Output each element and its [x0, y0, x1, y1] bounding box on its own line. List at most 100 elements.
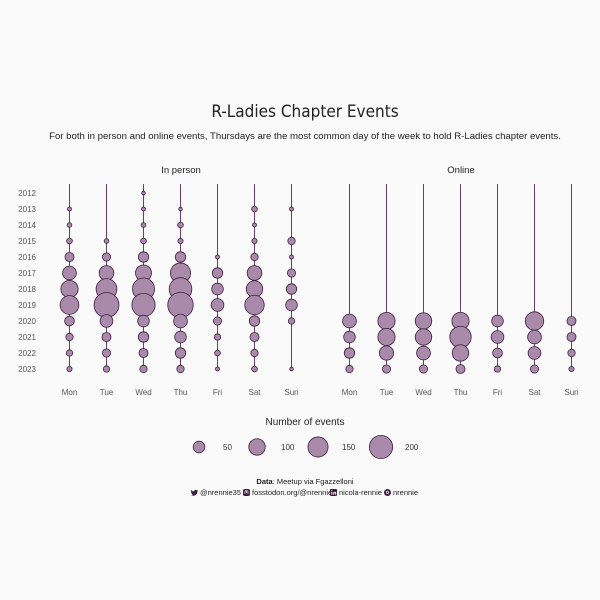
y-tick-label: 2017: [18, 269, 36, 278]
event-point: [214, 349, 221, 357]
caption-data-line: Data: Meetup via Fgazzelloni: [256, 477, 353, 486]
event-point: [102, 365, 111, 373]
event-point: [131, 292, 156, 318]
legend-label: 50: [223, 443, 232, 452]
event-point: [176, 364, 185, 374]
event-point: [251, 365, 258, 373]
github-icon: [384, 489, 391, 496]
event-point: [377, 327, 396, 347]
event-point: [524, 311, 545, 331]
event-point: [285, 298, 298, 312]
event-point: [59, 295, 80, 315]
event-point: [137, 331, 150, 343]
legend-key: [248, 438, 266, 456]
x-axis-labels: Mon Tue Wed Thu Fri Sat Sun Mon Tue Wed Thu Fri Sat S…: [62, 388, 579, 397]
event-point: [213, 333, 222, 341]
event-point: [137, 251, 150, 263]
event-point: [67, 206, 72, 212]
caption-social-line: @nrennie35 fosstodon.org/@nrennie nicola…: [190, 488, 418, 497]
event-point: [99, 314, 114, 328]
chart-title: R-Ladies Chapter Events: [211, 102, 398, 122]
event-point: [141, 190, 146, 196]
event-point: [250, 348, 259, 358]
event-point: [416, 345, 431, 361]
x-tick-label: Sun: [564, 388, 578, 397]
y-tick-label: 2023: [18, 365, 36, 374]
x-tick-label: Wed: [415, 388, 431, 397]
event-point: [287, 317, 296, 325]
event-point: [492, 347, 503, 359]
event-point: [246, 265, 263, 281]
event-point: [491, 314, 504, 328]
y-tick-label: 2019: [18, 301, 36, 310]
event-point: [567, 348, 576, 358]
x-tick-label: Mon: [342, 388, 358, 397]
event-point: [244, 294, 265, 316]
event-point: [285, 283, 298, 295]
event-point: [251, 205, 258, 213]
y-tick-label: 2020: [18, 317, 36, 326]
event-point: [93, 292, 120, 318]
event-point: [173, 313, 188, 329]
y-tick-label: 2014: [18, 221, 36, 230]
event-point: [289, 366, 294, 372]
linkedin-icon: [330, 489, 337, 496]
legend-label: 100: [281, 443, 295, 452]
event-point: [566, 316, 577, 326]
event-point: [343, 347, 356, 359]
event-point: [210, 298, 225, 312]
event-point: [64, 252, 75, 262]
caption-data-text: : Meetup via Fgazzelloni: [273, 477, 354, 486]
event-point: [174, 330, 187, 344]
event-point: [418, 364, 429, 374]
event-point: [289, 206, 294, 212]
facet-label-online: Online: [447, 165, 474, 176]
plot-area: [59, 184, 577, 374]
event-point: [252, 222, 257, 228]
y-tick-label: 2022: [18, 349, 36, 358]
event-point: [248, 315, 261, 327]
x-tick-label: Mon: [62, 388, 78, 397]
event-point: [250, 252, 259, 262]
x-tick-label: Sat: [528, 388, 541, 397]
y-tick-label: 2015: [18, 237, 36, 246]
size-legend-title: Number of events: [266, 417, 345, 428]
event-point: [177, 221, 184, 229]
event-point: [378, 345, 395, 361]
y-tick-label: 2018: [18, 285, 36, 294]
event-point: [249, 332, 260, 342]
event-point: [212, 316, 223, 326]
facet-label-in-person: In person: [161, 165, 201, 176]
event-point: [140, 222, 147, 228]
event-point: [527, 329, 542, 345]
x-tick-label: Tue: [380, 388, 394, 397]
legend-key: [307, 436, 329, 458]
event-point: [64, 315, 75, 327]
event-point: [381, 364, 392, 374]
event-point: [343, 330, 356, 344]
event-point: [377, 311, 396, 331]
y-tick-label: 2021: [18, 333, 36, 342]
event-point: [66, 222, 73, 228]
x-tick-label: Sat: [248, 388, 261, 397]
event-point: [566, 332, 577, 342]
caption-linkedin: nicola-rennie: [339, 488, 382, 497]
legend-label: 150: [342, 443, 356, 452]
event-point: [527, 346, 542, 360]
caption-mastodon: fosstodon.org/@nrennie: [252, 488, 332, 497]
event-point: [529, 364, 540, 374]
y-axis-labels: 2012 2013 2014 2015 2016 2017 2018 2019 2020 2021…: [18, 189, 36, 374]
caption-github: nrennie: [393, 488, 418, 497]
event-point: [141, 206, 146, 212]
event-point: [178, 206, 183, 212]
event-point: [138, 348, 149, 358]
event-point: [286, 268, 297, 278]
event-point: [245, 280, 264, 298]
event-point: [455, 364, 466, 374]
event-point: [490, 330, 505, 344]
event-point: [345, 364, 354, 374]
event-point: [101, 332, 112, 342]
event-point: [493, 365, 502, 373]
event-point: [451, 344, 470, 362]
